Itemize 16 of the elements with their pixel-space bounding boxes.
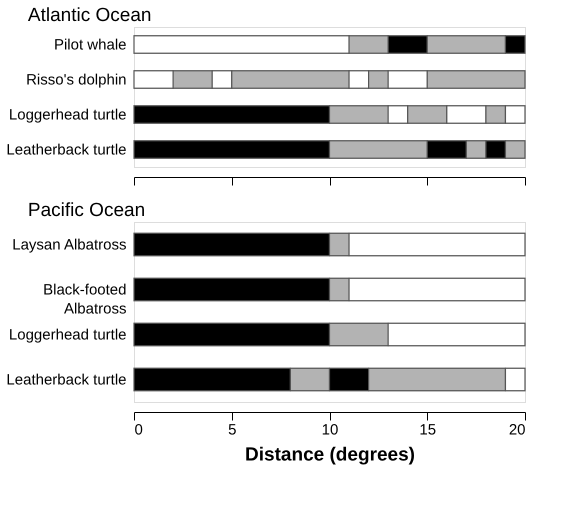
y-tick-label: Laysan Albatross xyxy=(12,236,126,254)
chart-title: Atlantic Ocean xyxy=(28,5,152,26)
y-tick-label: Leatherback turtle xyxy=(6,372,126,388)
y-tick-label: Loggerhead turtle xyxy=(8,326,126,344)
y-tick-label: Loggerhead turtle xyxy=(8,106,126,124)
y-tick-label: Pilot whale xyxy=(54,36,126,54)
x-tick-label: 20 xyxy=(508,422,526,438)
x-axis-title: Distance (degrees) xyxy=(244,444,416,466)
x-tick-label: 0 xyxy=(134,422,143,438)
x-tick-label: 15 xyxy=(419,422,436,438)
y-tick-label: Leatherback turtle xyxy=(6,142,126,158)
x-tick-label: 10 xyxy=(322,422,338,438)
y-tick-label: Black-footed Albatross xyxy=(43,282,126,318)
y-tick-label: Risso's dolphin xyxy=(26,72,126,88)
x-tick-label: 5 xyxy=(228,422,236,438)
chart-title: Pacific Ocean xyxy=(28,200,146,221)
